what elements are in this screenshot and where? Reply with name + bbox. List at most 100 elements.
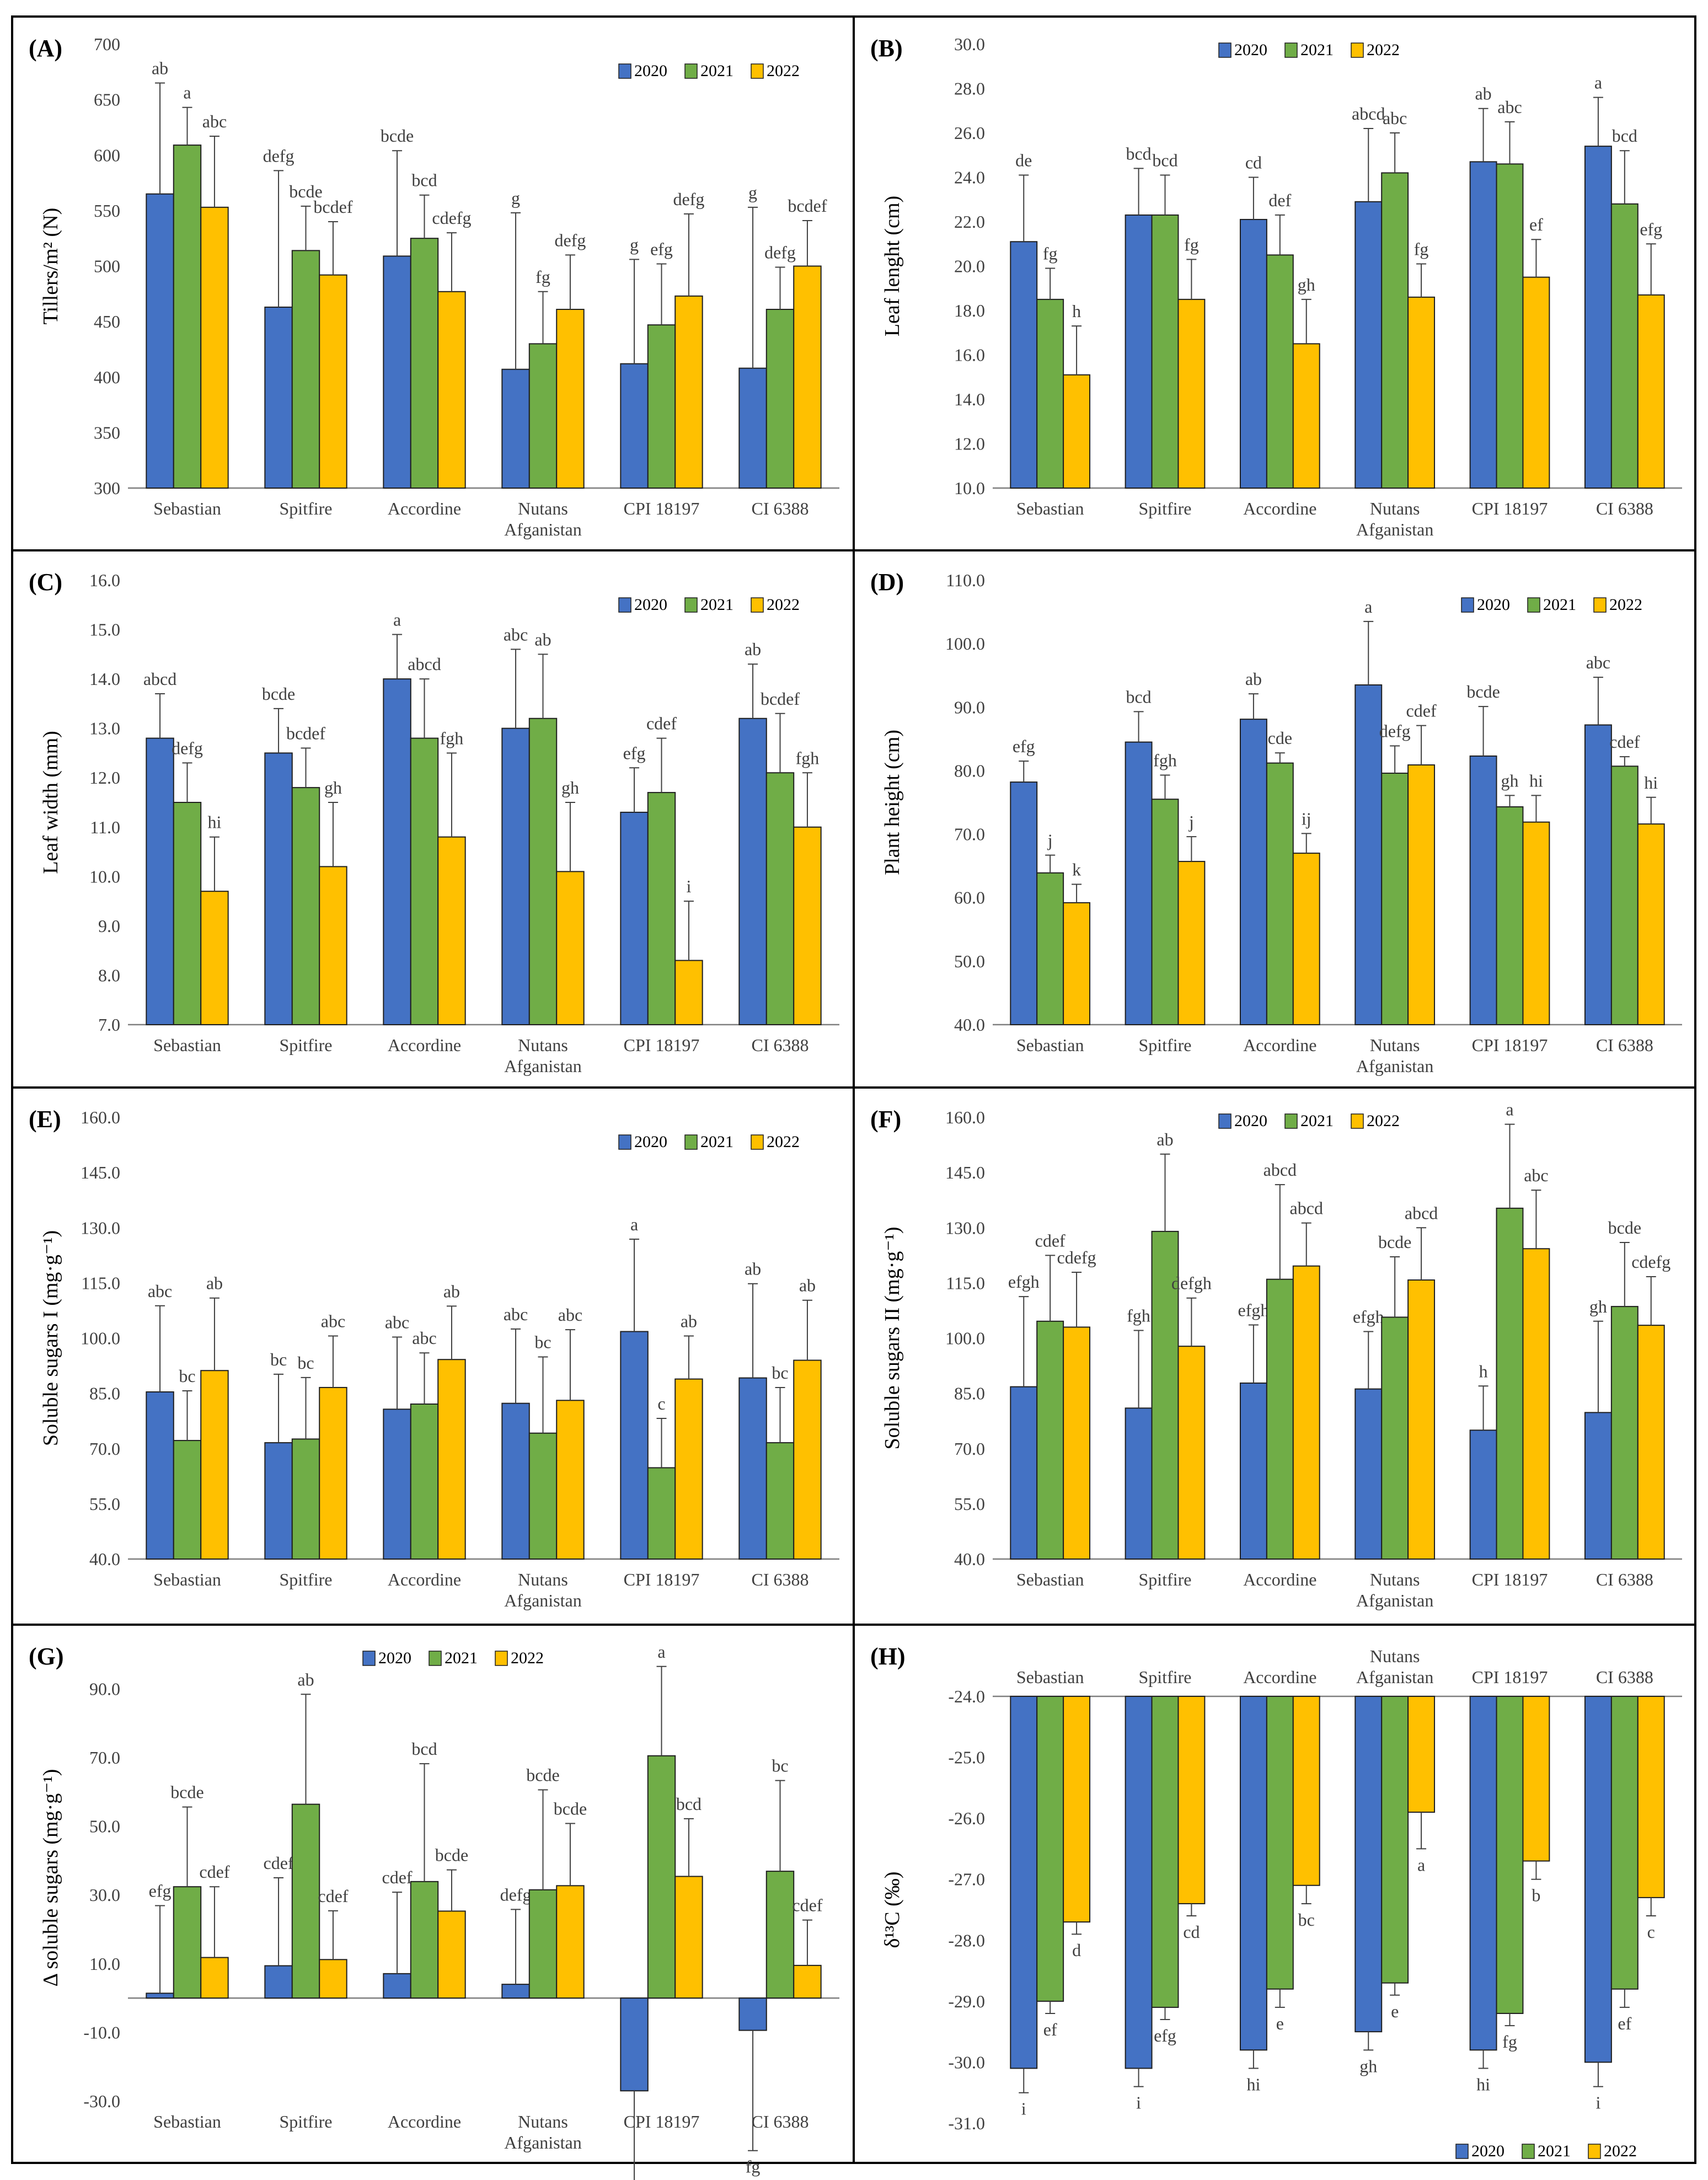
panel-G: (G) -30.0 -10.0 10.0 30.0 50.0 70.0 90.0 Δ solub… [29, 1642, 839, 2180]
x-tick-label: CPI 18197 [1472, 1035, 1548, 1055]
y-tick-label: -31.0 [948, 2113, 985, 2133]
bar [1469, 1696, 1497, 2051]
y-tick-label: 15.0 [89, 620, 120, 640]
significance-letter: e [1391, 2001, 1399, 2021]
significance-letter: bcdef [286, 723, 325, 743]
bar [383, 1973, 411, 1999]
significance-letter: cd [1245, 153, 1262, 173]
significance-letter: cdefg [1631, 1252, 1670, 1272]
significance-letter: abc [1524, 1165, 1548, 1185]
y-tick-label: 13.0 [89, 719, 120, 738]
bar [1036, 872, 1064, 1026]
legend-label: 2021 [1543, 596, 1576, 614]
y-axis-label: Tillers/m² (N) [39, 208, 62, 325]
legend-swatch [1522, 2144, 1535, 2159]
bar [501, 727, 530, 1025]
significance-letter: bc [270, 1349, 287, 1369]
y-tick-label: 30.0 [89, 1885, 120, 1905]
y-tick-label: -24.0 [948, 1686, 985, 1706]
bar [1036, 1320, 1064, 1560]
x-tick-label: Nutans [518, 499, 568, 518]
significance-letter: hi [1644, 773, 1658, 792]
significance-letter: efg [1154, 2026, 1176, 2045]
bar [556, 308, 585, 489]
panel-label: (D) [870, 569, 904, 596]
bar [1469, 1429, 1497, 1560]
legend-label: 2021 [700, 1133, 733, 1151]
significance-letter: a [393, 610, 401, 630]
legend-swatch [751, 1134, 764, 1150]
significance-letter: bcd [1152, 150, 1177, 170]
legend-swatch [362, 1651, 376, 1666]
significance-letter: j [1047, 831, 1053, 850]
bar [1292, 1696, 1320, 1886]
significance-letter: cdef [1035, 1230, 1066, 1250]
x-tick-label: Nutans [1370, 499, 1420, 518]
x-tick-label: Sebastian [1016, 1570, 1084, 1589]
significance-letter: a [657, 1642, 665, 1662]
bar [1496, 806, 1524, 1026]
legend-swatch [1527, 597, 1540, 613]
bar [1125, 1696, 1153, 2069]
bar [1381, 1316, 1409, 1560]
significance-letter: bcde [435, 1845, 468, 1865]
legend-label: 2020 [634, 596, 667, 614]
significance-letter: efg [650, 239, 673, 259]
panel-E: (E) 40.0 55.0 70.0 85.0 100.0 115.0 130.0 145.0 1… [29, 1106, 839, 1610]
legend-swatch [495, 1651, 508, 1666]
legend-label: 2020 [1234, 41, 1267, 59]
bar [1381, 172, 1409, 489]
bar [501, 368, 530, 489]
legend-label: 2021 [1300, 41, 1334, 59]
significance-letter: c [1647, 1922, 1655, 1942]
x-tick-label: Afganistan [504, 1056, 581, 1076]
significance-letter: abc [412, 1328, 436, 1348]
legend-swatch [618, 1134, 631, 1150]
significance-letter: ab [681, 1311, 697, 1331]
bar [1522, 276, 1550, 489]
bar [1125, 741, 1153, 1025]
x-tick-label: Afganistan [1356, 1590, 1433, 1610]
significance-letter: gh [1298, 275, 1315, 294]
y-tick-label: 145.0 [945, 1163, 985, 1182]
legend-label: 2020 [1471, 2142, 1504, 2160]
y-tick-label: 55.0 [954, 1494, 985, 1514]
significance-letter: abcd [1290, 1198, 1323, 1218]
y-tick-label: -29.0 [948, 1991, 985, 2011]
x-tick-label: CI 6388 [1596, 499, 1653, 518]
bar [1584, 724, 1612, 1026]
bar [501, 1984, 530, 1999]
y-axis-label: Δ soluble sugars (mg·g⁻¹) [39, 1769, 62, 1987]
significance-letter: abc [321, 1311, 345, 1331]
x-tick-label: Spitfire [1139, 1570, 1192, 1589]
y-tick-label: 40.0 [89, 1549, 120, 1569]
y-tick-label: 60.0 [954, 888, 985, 908]
bar [173, 802, 202, 1025]
significance-letter: k [1072, 860, 1081, 880]
significance-letter: i [687, 876, 692, 896]
legend-label: 2020 [378, 1649, 411, 1667]
bar [1610, 1306, 1639, 1560]
bar [146, 1391, 174, 1560]
bar [1496, 163, 1524, 489]
significance-letter: cdef [199, 1862, 229, 1882]
significance-letter: cdefg [432, 208, 471, 228]
bar [319, 1386, 347, 1560]
significance-letter: abc [1497, 97, 1522, 117]
x-tick-label: CPI 18197 [624, 1570, 700, 1589]
x-tick-label: CPI 18197 [1472, 1667, 1548, 1687]
x-tick-label: Nutans [1370, 1646, 1420, 1666]
bar [1381, 773, 1409, 1026]
significance-letter: hi [208, 812, 222, 832]
bar [410, 1881, 439, 1999]
significance-letter: i [1136, 2093, 1141, 2113]
bar [738, 367, 767, 489]
bar [1637, 1325, 1665, 1560]
bar [291, 250, 320, 489]
significance-letter: abc [1586, 652, 1610, 672]
bar [1407, 764, 1436, 1025]
x-tick-label: CPI 18197 [1472, 1570, 1548, 1589]
legend-swatch [618, 63, 631, 79]
bar [1010, 241, 1038, 489]
